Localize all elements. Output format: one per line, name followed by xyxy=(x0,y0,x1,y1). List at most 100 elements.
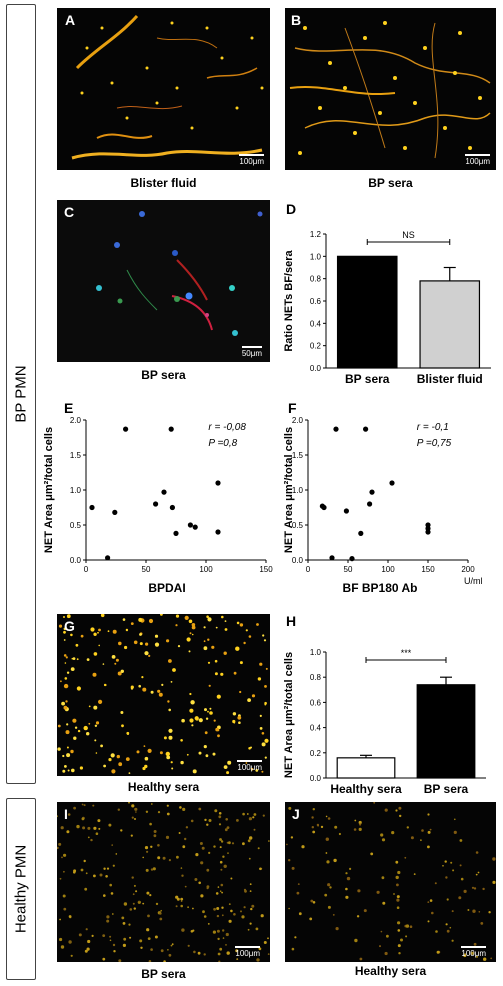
micrograph-i: I 100μm xyxy=(57,802,270,962)
data-point xyxy=(161,489,167,495)
y-tick-label: 2.0 xyxy=(70,416,82,425)
micrograph-i-image xyxy=(57,802,270,962)
data-point xyxy=(123,426,129,432)
x-tick-label: 150 xyxy=(259,565,273,574)
y-tick-label: 0.0 xyxy=(70,556,82,565)
x-category-label: Blister fluid xyxy=(417,372,483,386)
data-point xyxy=(169,504,175,511)
data-point xyxy=(333,426,339,432)
micrograph-b-image xyxy=(289,21,491,159)
r-annotation: r = -0,08 xyxy=(208,422,246,433)
y-tick-label: 0.6 xyxy=(310,297,322,306)
healthy-pmn-label: Healthy PMN xyxy=(12,844,30,934)
y-axis-label: Ratio NETs BF/sera xyxy=(283,249,295,351)
x-axis-label: BPDAI xyxy=(148,581,185,595)
micrograph-g: G 100μm xyxy=(57,614,270,776)
y-tick-label: 1.0 xyxy=(292,486,304,495)
panel-e-label: E xyxy=(64,400,74,416)
x-category-label: BP sera xyxy=(424,782,469,796)
data-point xyxy=(173,530,179,536)
data-point xyxy=(321,504,327,511)
x-tick-label: 50 xyxy=(142,565,151,574)
bar xyxy=(336,255,398,369)
cell-dots xyxy=(57,614,269,775)
panel-j-label: J xyxy=(292,806,300,822)
chart-f-svg: 0.0 0.5 1.0 1.5 2.0 0 50 100 150 200 NET Area μm²/… xyxy=(283,416,483,595)
chart-h-svg: 0.0 0.2 0.4 0.6 0.8 1.0 NET Area μm²/total cel… xyxy=(283,648,486,796)
p-annotation: P =0,75 xyxy=(417,438,452,449)
y-tick-label: 0.0 xyxy=(310,774,322,783)
chart-e: E 0.0 0.5 1.0 1.5 2.0 0 50 100 150 NET Area μm²/t… xyxy=(38,398,278,598)
y-tick-label: 2.0 xyxy=(292,416,304,425)
p-annotation: P =0,8 xyxy=(208,438,237,449)
micrograph-b: B 100μm xyxy=(285,8,496,170)
panel-d-label: D xyxy=(286,201,297,217)
panel-g-label: G xyxy=(64,618,75,634)
data-point xyxy=(215,480,221,486)
micrograph-a-image xyxy=(71,14,264,160)
healthy-pmn-bracket: Healthy PMN xyxy=(6,798,36,980)
data-point xyxy=(153,501,159,507)
data-point xyxy=(369,489,375,495)
data-point xyxy=(187,522,193,528)
y-tick-label: 1.0 xyxy=(70,486,82,495)
x-tick-label: 150 xyxy=(421,565,435,574)
cell-dots xyxy=(286,802,496,961)
data-point xyxy=(329,555,335,561)
significance-label: *** xyxy=(401,648,412,658)
panel-i-scale-text: 100μm xyxy=(235,949,260,958)
y-tick-label: 0.6 xyxy=(310,698,322,707)
y-tick-label: 1.2 xyxy=(310,230,322,239)
data-point xyxy=(389,480,395,486)
y-tick-label: 0.0 xyxy=(292,556,304,565)
data-point xyxy=(89,504,95,511)
panel-a-scale-text: 100μm xyxy=(239,157,264,166)
micrograph-a: A 100μm xyxy=(57,8,270,170)
y-axis-label: NET Area μm²/total cells xyxy=(43,427,55,553)
x-tick-label: 100 xyxy=(199,565,213,574)
panel-j-scale-bar: 100μm xyxy=(461,946,486,958)
bp-pmn-bracket: BP PMN xyxy=(6,4,36,784)
data-point xyxy=(425,529,431,535)
panel-j-scale-text: 100μm xyxy=(461,949,486,958)
panel-c-scale-bar: 50μm xyxy=(241,346,262,358)
panel-f-label: F xyxy=(288,400,297,416)
y-tick-label: 0.5 xyxy=(292,521,304,530)
panel-g-scale-bar: 100μm xyxy=(237,760,262,772)
y-tick-label: 1.0 xyxy=(310,648,322,657)
data-point xyxy=(367,501,373,507)
panel-c-scale-text: 50μm xyxy=(241,349,262,358)
data-point xyxy=(215,529,221,535)
panel-g-caption: Healthy sera xyxy=(127,780,200,794)
significance-label: NS xyxy=(402,230,415,240)
chart-h: H 0.0 0.2 0.4 0.6 0.8 1.0 NET Area μm²/total c… xyxy=(280,612,500,802)
data-point xyxy=(112,509,118,515)
y-tick-label: 1.0 xyxy=(310,252,322,261)
y-tick-label: 0.8 xyxy=(310,673,322,682)
y-tick-label: 0.0 xyxy=(310,364,322,373)
panel-b-caption: BP sera xyxy=(368,176,413,190)
panel-i-label: I xyxy=(64,806,68,822)
data-point xyxy=(105,555,111,561)
panel-i-scale-bar: 100μm xyxy=(235,946,260,958)
micrograph-g-image xyxy=(57,614,269,775)
data-point xyxy=(192,524,198,530)
bar xyxy=(419,280,481,369)
micrograph-c-image xyxy=(96,211,263,336)
y-tick-label: 0.2 xyxy=(310,342,322,351)
x-tick-label: 0 xyxy=(84,565,89,574)
chart-d-svg: 0.0 0.2 0.4 0.6 0.8 1.0 1.2 Ratio NETs BF/sera B… xyxy=(283,230,491,386)
bp-pmn-label: BP PMN xyxy=(12,365,30,423)
x-category-label: BP sera xyxy=(345,372,390,386)
y-tick-label: 1.5 xyxy=(292,451,304,460)
micrograph-j-image xyxy=(286,802,496,961)
chart-f: F 0.0 0.5 1.0 1.5 2.0 0 50 100 150 200 NET Area μm… xyxy=(278,398,500,598)
y-axis-label: NET Area μm²/total cells xyxy=(283,427,295,553)
x-unit-label: U/ml xyxy=(464,576,483,586)
panel-a-caption: Blister fluid xyxy=(130,176,197,190)
panel-b-scale-bar: 100μm xyxy=(465,154,490,166)
chart-e-svg: 0.0 0.5 1.0 1.5 2.0 0 50 100 150 NET Area μm²/tot… xyxy=(43,416,273,595)
y-tick-label: 0.4 xyxy=(310,724,322,733)
panel-b-label: B xyxy=(291,12,302,28)
panel-i-caption: BP sera xyxy=(141,967,186,981)
